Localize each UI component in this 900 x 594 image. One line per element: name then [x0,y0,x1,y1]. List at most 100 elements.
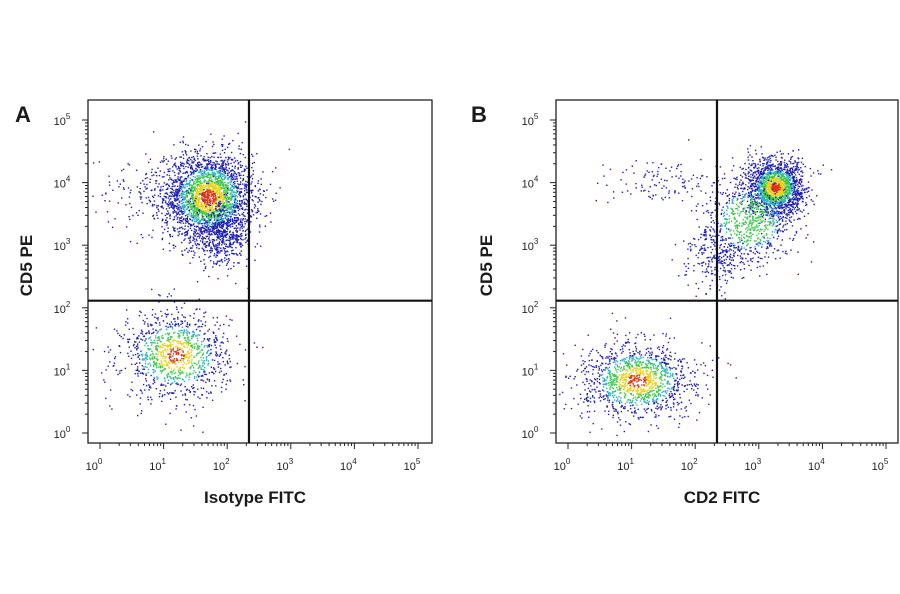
event-point [168,339,170,341]
event-point [143,366,145,368]
event-point [219,207,221,209]
event-point [146,183,148,186]
event-point [218,355,220,357]
y-tick-label: 105 [54,112,71,128]
event-point [137,347,139,349]
event-point [215,192,217,194]
event-point [222,242,224,244]
event-point [212,172,214,174]
event-point [195,195,197,197]
event-point [228,167,230,170]
event-point [216,249,218,251]
event-point [179,214,181,216]
event-point [217,186,219,189]
event-point [191,224,193,227]
event-point [213,187,215,189]
event-point [152,383,154,385]
event-point [105,397,107,400]
event-point [158,339,160,341]
event-point [235,206,237,208]
event-point [136,349,138,351]
event-point [177,369,179,371]
event-point [199,397,201,400]
event-point [157,377,159,379]
event-point [209,234,211,236]
event-point [224,204,226,207]
event-point [209,214,211,216]
event-point [200,260,202,262]
event-point [221,194,223,196]
event-point [187,183,189,186]
event-point [195,196,198,198]
event-point [92,162,95,164]
event-point [199,148,202,150]
event-point [152,195,154,197]
event-point [231,165,234,167]
event-point [135,212,138,214]
event-point [194,216,196,218]
event-point [213,212,215,215]
event-point [228,189,230,191]
event-point [223,171,225,173]
event-point [145,197,147,199]
event-point [146,317,148,320]
event-point [210,344,213,347]
event-point [172,206,175,208]
event-point [228,143,230,145]
event-point [188,339,191,341]
event-point [215,166,217,168]
event-point [202,185,204,188]
event-point [183,206,185,208]
event-point [259,224,261,226]
event-point [215,185,217,187]
event-point [160,360,162,362]
event-point [77,159,78,160]
event-point [177,190,179,192]
event-point [148,384,150,386]
event-point [149,181,151,183]
event-point [183,354,185,357]
event-point [176,218,178,220]
event-point [241,170,243,173]
event-point [195,308,197,311]
event-point [181,226,183,228]
event-point [748,175,750,177]
event-point [226,219,228,222]
event-point [219,180,221,183]
event-point [169,250,171,252]
event-point [148,234,150,236]
event-point [167,345,170,347]
event-point [243,226,245,228]
event-point [237,242,239,244]
event-point [788,188,790,190]
event-point [228,225,230,227]
event-point [225,185,228,187]
event-point [774,165,776,167]
event-point [190,250,193,252]
event-point [274,199,277,201]
event-point [220,187,222,189]
event-point [251,166,253,169]
event-point [127,318,129,320]
event-point [184,249,186,251]
event-point [161,205,163,207]
event-point [227,268,230,270]
event-point [230,196,232,198]
event-point [187,341,190,343]
event-point [210,250,212,252]
event-point [170,356,172,358]
event-point [230,197,233,199]
event-point [117,332,119,335]
event-point [234,217,236,220]
event-point [122,187,125,189]
event-point [212,266,214,268]
event-point [200,387,203,389]
event-point [182,343,184,345]
event-point [169,355,171,357]
event-point [177,208,179,211]
event-point [140,234,142,236]
event-point [206,190,208,193]
event-point [191,156,193,159]
event-point [234,220,237,222]
event-point [214,195,216,198]
